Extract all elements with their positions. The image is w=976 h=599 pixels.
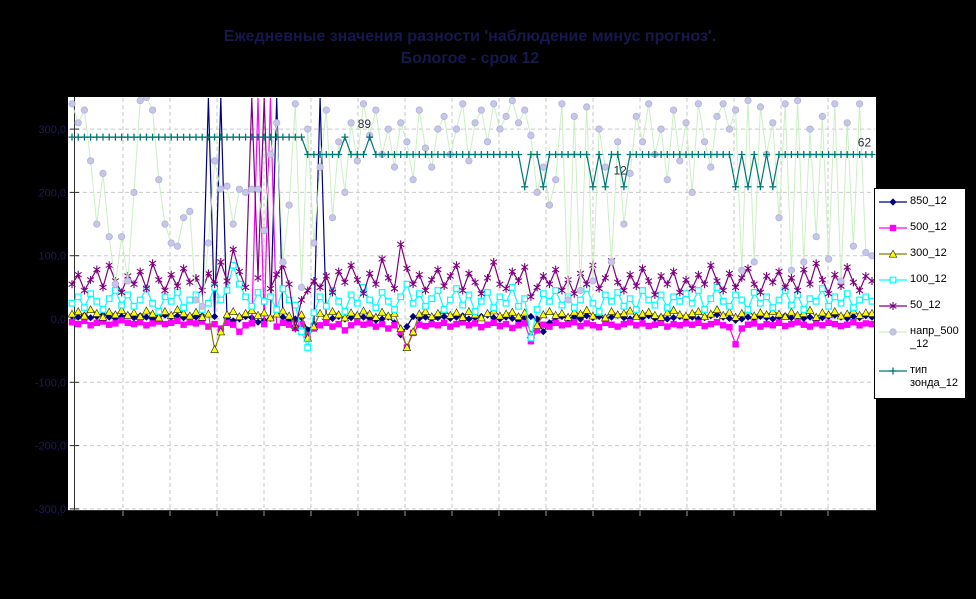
chart-title-line1: Ежедневные значения разности 'наблюдение… <box>223 28 717 45</box>
legend-item-850_12: 850_12 <box>878 195 963 208</box>
legend-label: 100_12 <box>910 273 947 285</box>
chart-title-line2: Бологое - срок 12 <box>400 50 540 67</box>
legend-item-напр_500_12: напр_500 _12 <box>878 325 963 351</box>
legend-open-square-icon <box>879 276 907 284</box>
legend: 850_12 500_12 300_12 100_12 50_12 напр_500 _1… <box>874 188 966 399</box>
data-label: 89 <box>358 117 372 131</box>
data-label: 62 <box>858 136 872 150</box>
legend-square-icon <box>879 224 907 232</box>
plot-background <box>68 97 876 511</box>
legend-item-500_12: 500_12 <box>878 221 963 234</box>
y-tick-label: 300,0 <box>38 124 66 136</box>
legend-item-тип зонда_12: тип зонда_12 <box>878 364 963 390</box>
series-300_12 <box>68 305 876 353</box>
series-50_12 <box>68 97 876 333</box>
y-tick-label: 200,0 <box>38 187 66 199</box>
series-напр_500_12 <box>68 97 876 310</box>
legend-item-300_12: 300_12 <box>878 247 963 260</box>
legend-label: 50_12 <box>910 299 941 311</box>
y-tick-label: -100,0 <box>35 377 66 389</box>
legend-item-100_12: 100_12 <box>878 273 963 286</box>
legend-asterisk-icon <box>879 302 907 310</box>
legend-label: тип зонда_12 <box>910 364 959 389</box>
y-tick-label: -300,0 <box>35 504 66 516</box>
legend-label: 300_12 <box>910 247 947 259</box>
series-500_12 <box>68 97 876 351</box>
legend-label: 500_12 <box>910 221 947 233</box>
series-100_12 <box>68 261 876 351</box>
legend-triangle-icon <box>879 249 907 258</box>
legend-item-50_12: 50_12 <box>878 299 963 312</box>
legend-circle-icon <box>879 328 907 336</box>
legend-label: напр_500 _12 <box>910 325 959 350</box>
y-tick-label: 100,0 <box>38 251 66 263</box>
y-tick-label: 0,0 <box>51 314 66 326</box>
legend-diamond-icon <box>879 198 907 206</box>
series-тип зонда_12 <box>68 133 876 191</box>
series-850_12 <box>68 97 876 339</box>
data-label: 12 <box>614 164 628 178</box>
legend-label: 850_12 <box>910 195 947 207</box>
y-tick-label: -200,0 <box>35 441 66 453</box>
legend-plus-icon <box>879 367 907 375</box>
chart-title: Ежедневные значения разности 'наблюдение… <box>65 26 875 70</box>
